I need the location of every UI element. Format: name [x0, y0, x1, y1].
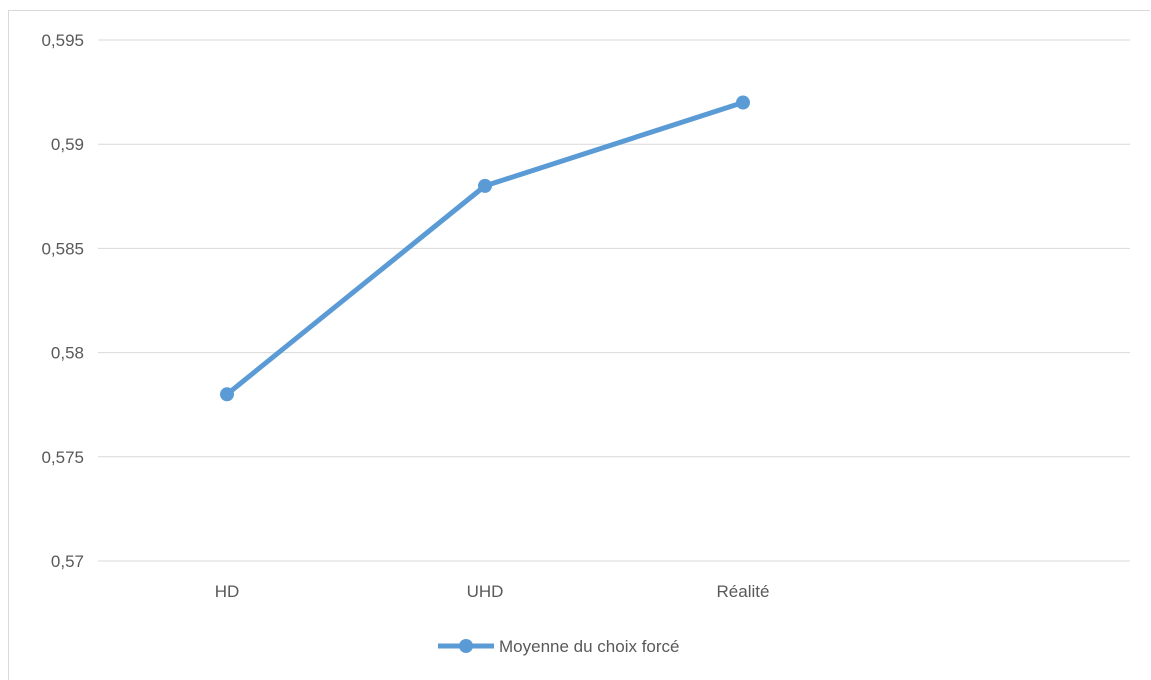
chart-frame [8, 10, 1150, 680]
legend-point-marker [459, 639, 473, 653]
y-axis-tick-labels: 0,57 0,575 0,58 0,585 0,59 0,595 [41, 31, 84, 571]
legend-label: Moyenne du choix forcé [499, 637, 680, 656]
x-tick-label: Réalité [717, 582, 770, 601]
data-point [220, 387, 234, 402]
series-lines [220, 95, 750, 402]
x-tick-label: UHD [467, 582, 504, 601]
x-tick-label: HD [215, 582, 240, 601]
y-tick-label: 0,58 [51, 344, 84, 363]
gridlines [98, 39, 1130, 562]
x-axis-tick-labels: HD UHD Réalité [215, 582, 770, 601]
y-tick-label: 0,57 [51, 552, 84, 571]
y-tick-label: 0,595 [41, 31, 84, 50]
data-point [736, 95, 750, 110]
legend: Moyenne du choix forcé [438, 637, 680, 656]
y-tick-label: 0,575 [41, 448, 84, 467]
y-tick-label: 0,59 [51, 135, 84, 154]
y-tick-label: 0,585 [41, 239, 84, 258]
data-point [478, 178, 492, 193]
